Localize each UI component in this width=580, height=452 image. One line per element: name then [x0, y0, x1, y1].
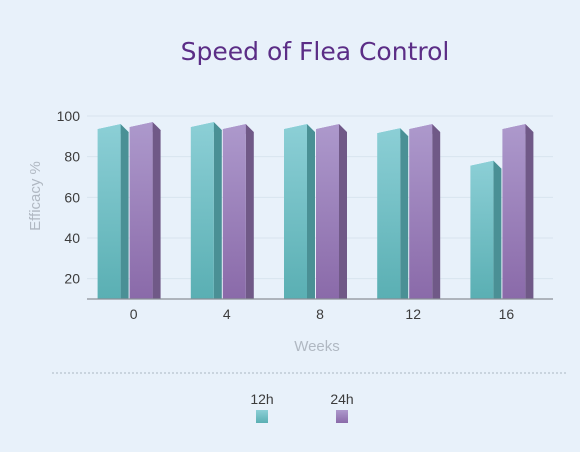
x-axis-title: Weeks	[294, 338, 340, 355]
bar-side-face	[493, 160, 502, 299]
bar-24h-week-0	[129, 122, 161, 299]
bar-12h-week-16	[470, 160, 502, 299]
bar-12h-week-4	[190, 122, 222, 299]
legend-swatch-12h	[256, 410, 268, 423]
y-tick-label-80: 80	[64, 149, 80, 165]
x-tick-label-4: 4	[223, 306, 231, 322]
bar-front-face	[316, 124, 339, 299]
bar-side-face	[525, 124, 534, 299]
x-tick-label-0: 0	[130, 306, 138, 322]
bar-side-face	[339, 124, 347, 299]
bar-12h-week-0	[97, 124, 129, 299]
y-tick-label-60: 60	[64, 189, 80, 205]
bar-front-face	[284, 124, 307, 299]
bar-front-face	[502, 124, 526, 299]
y-axis-title: Efficacy %	[27, 161, 44, 231]
legend-label-24h: 24h	[330, 391, 353, 407]
chart-title: Speed of Flea Control	[181, 37, 450, 66]
bar-front-face	[377, 128, 401, 299]
y-axis-ticks: 20 40 60 80 100	[57, 108, 81, 287]
legend: 12h 24h	[250, 391, 354, 423]
bar-front-face	[470, 160, 494, 299]
bar-24h-week-12	[409, 124, 441, 299]
bar-front-face	[222, 124, 246, 299]
bar-12h-week-8	[284, 124, 315, 299]
x-tick-label-16: 16	[499, 306, 515, 322]
x-tick-label-12: 12	[405, 306, 421, 322]
bar-front-face	[129, 122, 153, 299]
y-tick-label-20: 20	[64, 271, 80, 287]
bar-side-face	[245, 124, 254, 299]
bar-24h-week-8	[316, 124, 347, 299]
y-tick-label-100: 100	[57, 108, 81, 124]
bar-12h-week-12	[377, 128, 409, 299]
bar-side-face	[307, 124, 315, 299]
bar-24h-week-16	[502, 124, 534, 299]
bar-side-face	[120, 124, 129, 299]
bar-side-face	[432, 124, 441, 299]
x-axis-ticks: 0 4 8 12 16	[130, 306, 515, 322]
y-tick-label-40: 40	[64, 230, 80, 246]
bar-side-face	[213, 122, 222, 299]
bars	[97, 122, 534, 299]
bar-side-face	[152, 122, 161, 299]
legend-label-12h: 12h	[250, 391, 273, 407]
bar-front-face	[190, 122, 214, 299]
bar-front-face	[97, 124, 121, 299]
bar-front-face	[409, 124, 433, 299]
legend-swatch-24h	[336, 410, 348, 423]
bar-24h-week-4	[222, 124, 254, 299]
x-tick-label-8: 8	[316, 306, 324, 322]
bar-side-face	[400, 128, 409, 299]
